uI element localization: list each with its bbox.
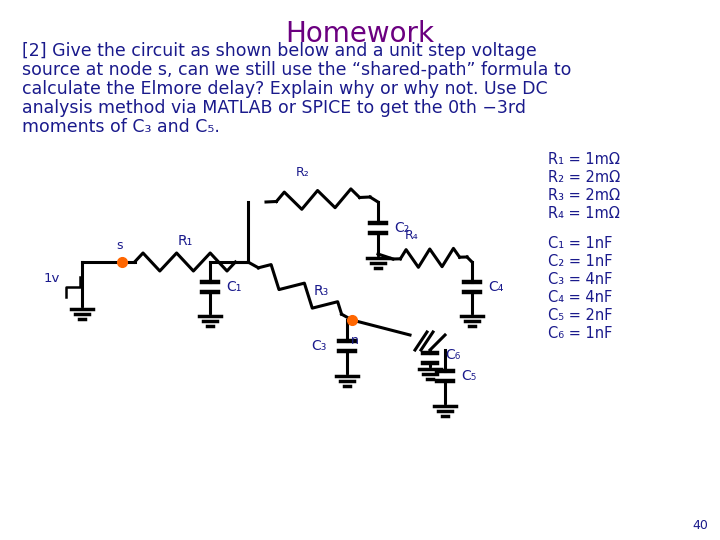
- Text: R₁: R₁: [177, 234, 193, 248]
- Text: C₂ = 1nF: C₂ = 1nF: [548, 254, 613, 269]
- Text: C₄ = 4nF: C₄ = 4nF: [548, 290, 612, 305]
- Text: C₅ = 2nF: C₅ = 2nF: [548, 308, 613, 323]
- Text: calculate the Elmore delay? Explain why or why not. Use DC: calculate the Elmore delay? Explain why …: [22, 80, 548, 98]
- Text: 40: 40: [692, 519, 708, 532]
- Text: C₄: C₄: [488, 280, 503, 294]
- Text: [2] Give the circuit as shown below and a unit step voltage: [2] Give the circuit as shown below and …: [22, 42, 536, 60]
- Text: R₃: R₃: [314, 284, 329, 298]
- Text: R₂: R₂: [296, 166, 310, 179]
- Text: moments of C₃ and C₅.: moments of C₃ and C₅.: [22, 118, 220, 136]
- Text: source at node s, can we still use the “shared-path” formula to: source at node s, can we still use the “…: [22, 61, 572, 79]
- Text: C₁ = 1nF: C₁ = 1nF: [548, 236, 613, 251]
- Text: C₃: C₃: [312, 339, 327, 353]
- Text: C₆ = 1nF: C₆ = 1nF: [548, 326, 613, 341]
- Text: C₆: C₆: [445, 348, 460, 362]
- Text: C₂: C₂: [394, 221, 409, 235]
- Text: Homework: Homework: [286, 20, 434, 48]
- Text: C₅: C₅: [461, 369, 476, 383]
- Text: R₄ = 1mΩ: R₄ = 1mΩ: [548, 206, 620, 221]
- Text: R₂ = 2mΩ: R₂ = 2mΩ: [548, 170, 620, 185]
- Text: C₁: C₁: [226, 280, 241, 294]
- Text: C₃ = 4nF: C₃ = 4nF: [548, 272, 613, 287]
- Text: R₃ = 2mΩ: R₃ = 2mΩ: [548, 188, 620, 203]
- Text: n: n: [351, 334, 359, 347]
- Text: R₄: R₄: [405, 229, 419, 242]
- Text: R₁ = 1mΩ: R₁ = 1mΩ: [548, 152, 620, 167]
- Text: analysis method via MATLAB or SPICE to get the 0th −3rd: analysis method via MATLAB or SPICE to g…: [22, 99, 526, 117]
- Text: 1v: 1v: [44, 272, 60, 285]
- Text: s: s: [117, 239, 123, 252]
